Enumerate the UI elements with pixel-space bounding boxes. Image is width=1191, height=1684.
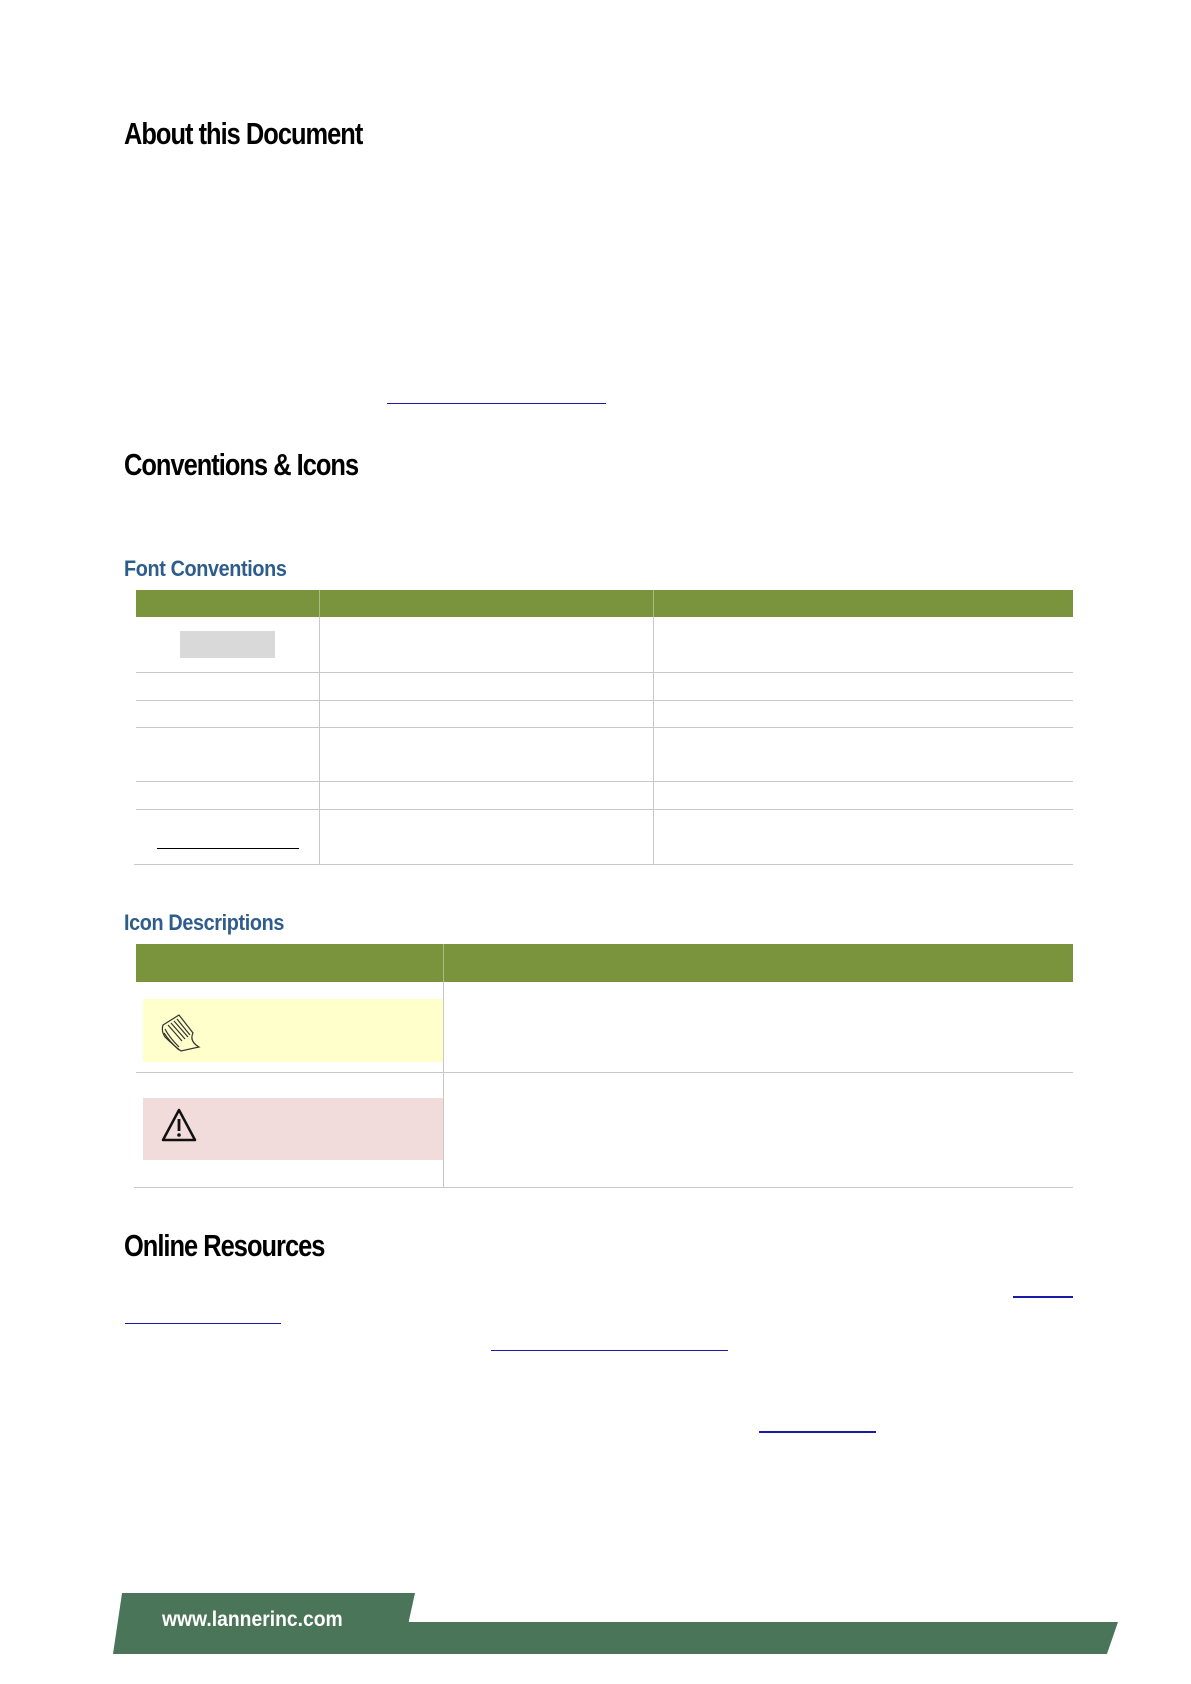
row-divider — [136, 727, 1073, 728]
footer-tab — [113, 1593, 415, 1654]
about-link[interactable] — [387, 403, 606, 404]
col-divider — [319, 617, 320, 864]
row-divider — [136, 700, 1073, 701]
icon-descriptions-heading: Icon Descriptions — [124, 910, 285, 935]
col-divider — [653, 617, 654, 864]
resource-link[interactable] — [125, 1323, 281, 1324]
table-header — [136, 944, 1073, 982]
sample-highlight — [180, 631, 275, 658]
row-divider — [136, 1072, 1073, 1073]
col-divider — [443, 982, 444, 1187]
note-icon — [161, 1014, 201, 1052]
resource-link[interactable] — [759, 1431, 876, 1433]
warning-cell — [143, 1098, 443, 1160]
row-divider — [136, 781, 1073, 782]
font-conventions-heading: Font Conventions — [124, 556, 287, 581]
header-divider — [443, 944, 444, 982]
warning-icon — [161, 1108, 197, 1142]
table-bottom — [134, 1187, 1073, 1188]
header-divider — [653, 590, 654, 617]
footer-bar — [380, 1622, 1118, 1654]
table-bottom — [134, 864, 1073, 865]
conventions-heading: Conventions & Icons — [124, 447, 359, 482]
underline-sample — [157, 848, 299, 849]
row-divider — [136, 809, 1073, 810]
footer-url[interactable]: www.lannerinc.com — [162, 1608, 343, 1631]
online-resources-heading: Online Resources — [124, 1228, 325, 1263]
row-divider — [136, 672, 1073, 673]
about-heading: About this Document — [124, 116, 363, 151]
table-header — [136, 590, 1073, 617]
resource-link[interactable] — [1013, 1296, 1073, 1298]
header-divider — [319, 590, 320, 617]
resource-link[interactable] — [491, 1350, 728, 1351]
note-cell — [143, 999, 443, 1062]
